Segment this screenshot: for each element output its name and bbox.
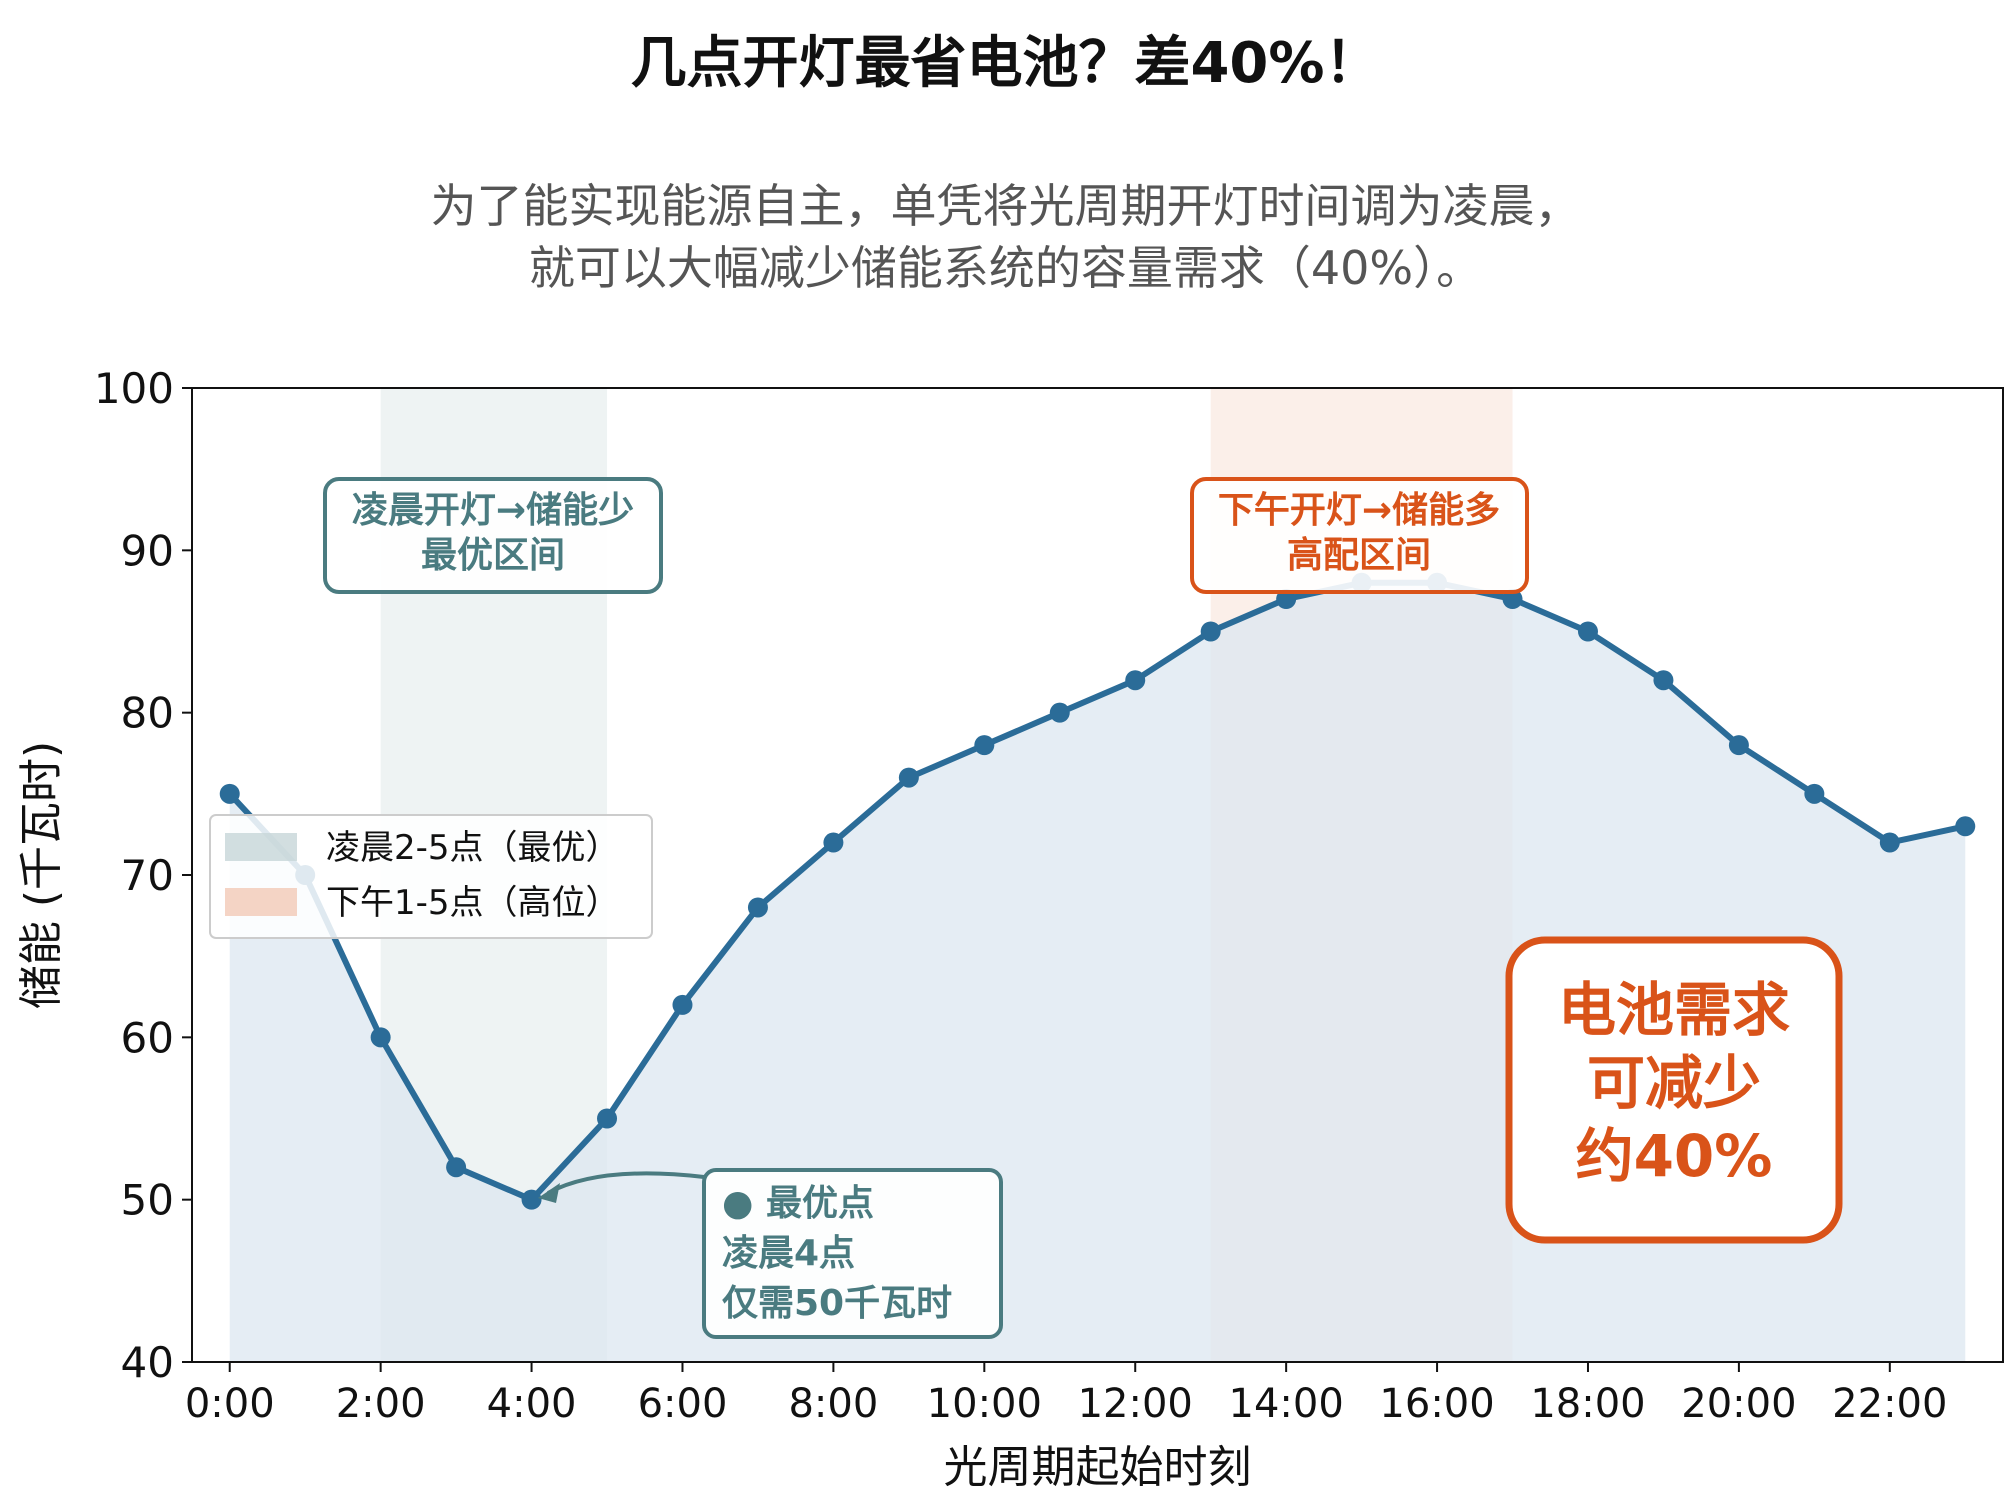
optimal-arrow-head [538, 1183, 560, 1203]
early-box-text: 最优区间 [421, 535, 565, 576]
y-tick-label: 100 [94, 364, 174, 413]
afternoon-box [1190, 477, 1529, 594]
y-tick-label: 70 [121, 851, 174, 900]
x-tick-label: 0:00 [185, 1381, 275, 1427]
battery-box-text: 可减少 [1587, 1049, 1761, 1117]
battery-box-text: 电池需求 [1558, 976, 1790, 1044]
legend-label: 下午1-5点（高位） [326, 883, 620, 923]
x-axis: 0:00 2:00 4:00 6:00 8:00 10:00 12:00 14:00 16:00… [185, 1362, 1947, 1427]
x-tick-label: 8:00 [788, 1381, 878, 1427]
x-tick-label: 16:00 [1379, 1381, 1494, 1427]
y-tick-label: 50 [121, 1176, 174, 1225]
x-tick-label: 10:00 [927, 1381, 1042, 1427]
data-point [597, 1108, 618, 1129]
x-tick-label: 20:00 [1681, 1381, 1796, 1427]
x-tick-label: 22:00 [1832, 1381, 1947, 1427]
optimal-box-text: ● 最优点 [722, 1183, 874, 1224]
data-point [1728, 735, 1749, 756]
legend-swatch [225, 833, 297, 861]
data-point [1200, 621, 1221, 642]
legend: 凌晨2-5点（最优） 下午1-5点（高位） [209, 814, 653, 939]
early-box-text: 凌晨开灯→储能少 [352, 490, 634, 531]
subtitle-line-1: 为了能实现能源自主，单凭将光周期开灯时间调为凌晨， [430, 179, 1581, 233]
legend-label: 凌晨2-5点（最优） [326, 828, 620, 868]
y-tick-label: 40 [121, 1338, 174, 1387]
data-point [1879, 832, 1900, 853]
data-point [446, 1157, 467, 1178]
x-tick-label: 18:00 [1530, 1381, 1645, 1427]
optimal-box-text: 凌晨4点 [722, 1233, 855, 1274]
optimal-arrow [547, 1171, 705, 1195]
y-axis: 40 50 60 70 80 90 100 [94, 364, 192, 1387]
x-tick-label: 12:00 [1078, 1381, 1193, 1427]
y-tick-label: 60 [121, 1013, 174, 1062]
data-point [1276, 589, 1297, 610]
battery-box-text: 约40% [1576, 1122, 1773, 1190]
afternoon-box-text: 高配区间 [1287, 535, 1431, 576]
x-axis-label: 光周期起始时刻 [944, 1442, 1252, 1493]
data-point [1653, 670, 1674, 691]
legend-box [209, 814, 653, 939]
y-axis-label: 储能 (千瓦时) [16, 741, 67, 1009]
data-point [672, 994, 693, 1015]
x-tick-label: 4:00 [487, 1381, 577, 1427]
data-point [1804, 783, 1825, 804]
legend-swatch [225, 888, 297, 916]
y-tick-label: 80 [121, 689, 174, 738]
optimal-box [702, 1168, 1003, 1339]
battery-box [1505, 936, 1843, 1244]
data-point [1125, 670, 1146, 691]
data-point [1577, 621, 1598, 642]
data-point [1955, 816, 1976, 837]
x-tick-label: 14:00 [1229, 1381, 1344, 1427]
data-point [219, 783, 240, 804]
data-point [521, 1189, 542, 1210]
data-point [1502, 589, 1523, 610]
x-tick-label: 2:00 [336, 1381, 426, 1427]
data-point [747, 897, 768, 918]
data-point [370, 1027, 391, 1048]
data-point [1049, 702, 1070, 723]
data-point [974, 735, 995, 756]
x-tick-label: 6:00 [638, 1381, 728, 1427]
y-tick-label: 90 [121, 526, 174, 575]
data-point [898, 767, 919, 788]
early-box [323, 477, 663, 594]
series-line [227, 579, 1966, 1203]
optimal-box-text: 仅需50千瓦时 [722, 1283, 952, 1324]
chart-title: 几点开灯最省电池？差40%！ [630, 31, 1381, 96]
subtitle-line-2: 就可以大幅减少储能系统的容量需求（40%）。 [528, 241, 1483, 295]
afternoon-box-text: 下午开灯→储能多 [1218, 490, 1500, 531]
data-point [823, 832, 844, 853]
